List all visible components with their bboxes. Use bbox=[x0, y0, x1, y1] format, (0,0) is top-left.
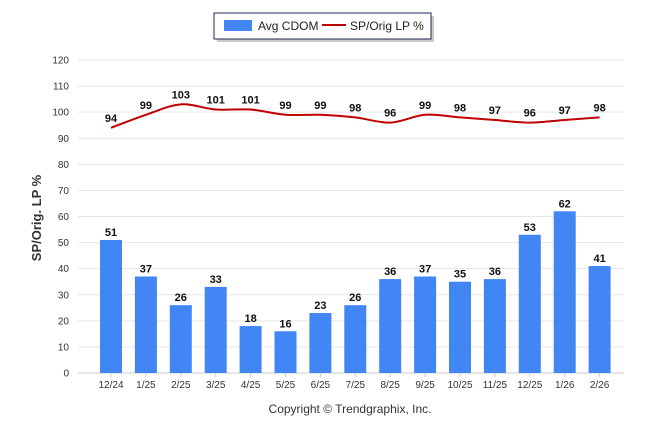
line-data-label: 98 bbox=[454, 102, 466, 114]
bar-data-label: 26 bbox=[175, 292, 187, 304]
bar-data-label: 36 bbox=[384, 266, 396, 278]
bar-data-label: 35 bbox=[454, 269, 466, 281]
bar-data-label: 33 bbox=[210, 274, 222, 286]
y-tick-label: 0 bbox=[63, 369, 69, 380]
bar bbox=[344, 305, 367, 373]
y-tick-label: 100 bbox=[52, 108, 69, 119]
bar-data-label: 37 bbox=[419, 263, 431, 275]
bar-data-label: 41 bbox=[593, 253, 605, 265]
line-data-label: 98 bbox=[593, 102, 605, 114]
line-series bbox=[110, 103, 600, 129]
y-axis-label: SP/Orig. LP % bbox=[29, 174, 44, 261]
x-tick-label: 10/25 bbox=[447, 380, 472, 391]
bar bbox=[449, 281, 471, 373]
line-data-label: 97 bbox=[489, 105, 501, 117]
bar bbox=[169, 305, 192, 373]
bar-series bbox=[100, 211, 611, 373]
y-tick-label: 110 bbox=[53, 82, 69, 93]
y-tick-label: 80 bbox=[58, 160, 70, 171]
bar bbox=[379, 279, 402, 373]
line-data-label: 97 bbox=[559, 105, 571, 117]
bar bbox=[100, 239, 122, 373]
x-tick-label: 7/25 bbox=[346, 380, 366, 391]
legend-line-label: SP/Orig LP % bbox=[350, 19, 424, 33]
bar bbox=[274, 331, 297, 373]
x-tick-label: 3/25 bbox=[206, 380, 226, 391]
y-tick-label: 60 bbox=[58, 212, 70, 223]
line-data-label: 99 bbox=[419, 100, 431, 112]
bar bbox=[518, 234, 541, 373]
bar-data-label: 51 bbox=[105, 227, 117, 239]
x-tick-label: 12/25 bbox=[517, 380, 542, 391]
x-tick-label: 11/25 bbox=[483, 380, 508, 391]
line-data-label: 101 bbox=[207, 95, 225, 107]
bar-data-label: 62 bbox=[559, 198, 571, 210]
x-tick-label: 2/25 bbox=[171, 380, 191, 391]
bar bbox=[553, 211, 576, 373]
x-tick-label: 2/26 bbox=[590, 380, 610, 391]
bar-data-label: 53 bbox=[524, 222, 536, 234]
copyright-text: Copyright © Trendgraphix, Inc. bbox=[269, 402, 432, 416]
bar bbox=[309, 313, 332, 373]
x-tick-label: 8/25 bbox=[380, 380, 400, 391]
y-tick-label: 120 bbox=[52, 56, 69, 67]
x-axis-ticks: 12/24 1/25 2/25 3/25 4/25 5/25 6/25 7/25 8/25 9/2… bbox=[98, 373, 610, 391]
legend: Avg CDOM SP/Orig LP % bbox=[213, 12, 434, 42]
x-tick-label: 1/26 bbox=[555, 380, 575, 391]
x-tick-label: 5/25 bbox=[276, 380, 296, 391]
line-data-label: 98 bbox=[349, 102, 361, 114]
line-path bbox=[110, 103, 600, 129]
bar bbox=[239, 326, 262, 373]
bar-data-label: 16 bbox=[279, 318, 291, 330]
y-tick-label: 90 bbox=[58, 134, 70, 145]
bar-data-label: 18 bbox=[244, 313, 256, 325]
grid-layer bbox=[78, 59, 624, 374]
x-tick-label: 9/25 bbox=[415, 380, 435, 391]
line-data-label: 94 bbox=[105, 113, 118, 125]
y-tick-label: 70 bbox=[58, 186, 70, 197]
bar-data-label: 36 bbox=[489, 266, 501, 278]
bar-data-label: 26 bbox=[349, 292, 361, 304]
bar bbox=[588, 266, 611, 373]
data-labels: 51 37 26 33 18 16 23 26 36 37 35 36 53 62 41 94 99 103 101… bbox=[105, 89, 606, 330]
x-tick-label: 6/25 bbox=[311, 380, 331, 391]
line-data-label: 96 bbox=[524, 108, 536, 120]
legend-bar-swatch bbox=[224, 20, 252, 31]
bar bbox=[204, 286, 227, 373]
line-data-label: 96 bbox=[384, 108, 396, 120]
y-axis-ticks: 0 10 20 30 40 50 60 70 80 90 100 110 120 bbox=[52, 56, 69, 380]
line-data-label: 99 bbox=[279, 100, 291, 112]
bar bbox=[414, 276, 437, 373]
bar bbox=[134, 276, 157, 373]
x-tick-label: 1/25 bbox=[136, 380, 156, 391]
bar bbox=[483, 279, 506, 373]
legend-bar-label: Avg CDOM bbox=[258, 19, 318, 33]
line-data-label: 99 bbox=[314, 100, 326, 112]
y-tick-label: 40 bbox=[58, 264, 70, 275]
bar-data-label: 37 bbox=[140, 263, 152, 275]
line-data-label: 99 bbox=[140, 100, 152, 112]
x-tick-label: 12/24 bbox=[98, 380, 123, 391]
y-tick-label: 50 bbox=[58, 238, 70, 249]
y-tick-label: 30 bbox=[58, 290, 70, 301]
line-data-label: 103 bbox=[172, 89, 190, 101]
x-tick-label: 4/25 bbox=[241, 380, 261, 391]
y-tick-label: 20 bbox=[58, 316, 70, 327]
line-data-label: 101 bbox=[241, 95, 259, 107]
y-tick-label: 10 bbox=[58, 342, 70, 353]
bar-data-label: 23 bbox=[314, 300, 326, 312]
